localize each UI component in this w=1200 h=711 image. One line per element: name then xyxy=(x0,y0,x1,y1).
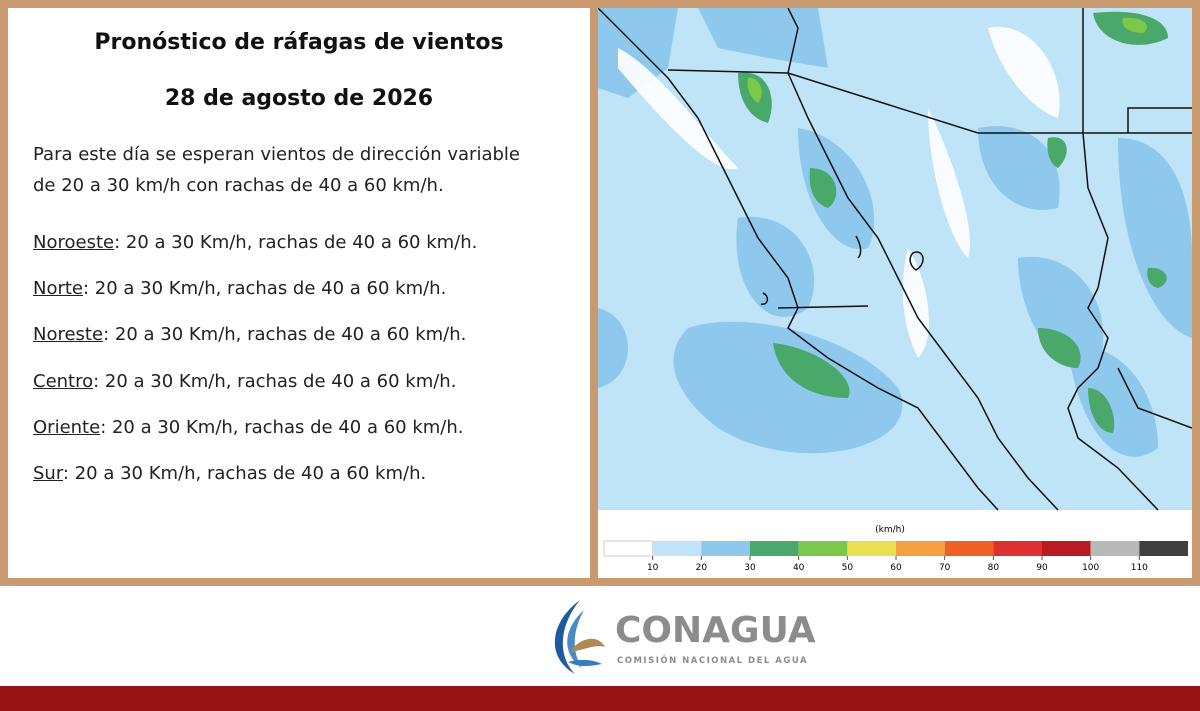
legend-swatch xyxy=(701,541,750,556)
legend-tick-label: 50 xyxy=(842,563,854,573)
legend-swatch xyxy=(798,541,848,556)
legend-swatch xyxy=(603,540,654,557)
legend-tick-label: 30 xyxy=(744,563,756,573)
region-text: : 20 a 30 Km/h, rachas de 40 a 60 km/h. xyxy=(103,324,467,346)
legend-swatch xyxy=(750,541,799,556)
legend-tick-label: 40 xyxy=(793,563,805,573)
legend-swatch xyxy=(896,541,945,556)
region-line: Sur: 20 a 30 Km/h, rachas de 40 a 60 km/… xyxy=(33,463,426,484)
title: Pronóstico de ráfagas de vientos xyxy=(94,30,504,55)
legend-swatch xyxy=(993,541,1042,556)
region-line: Centro: 20 a 30 Km/h, rachas de 40 a 60 … xyxy=(33,371,456,392)
legend-swatch xyxy=(1042,541,1091,556)
legend-tick-label: 20 xyxy=(696,563,708,573)
footer-bar xyxy=(0,686,1200,711)
legend-swatch xyxy=(652,541,702,556)
region-text: : 20 a 30 Km/h, rachas de 40 a 60 km/h. xyxy=(83,278,447,300)
region-name: Sur xyxy=(33,463,63,484)
region-name: Norte xyxy=(33,278,84,300)
color-legend: (km/h) 10 20 30 40 50 60 70 80 90 100 110 xyxy=(603,525,1188,573)
legend-tick-label: 80 xyxy=(988,563,1000,573)
legend-tick-label: 10 xyxy=(647,563,659,573)
map-field xyxy=(598,8,1192,457)
legend-swatch xyxy=(1139,541,1188,556)
date: 28 de agosto de 2026 xyxy=(164,86,434,111)
region-line: Noreste: 20 a 30 Km/h, rachas de 40 a 60… xyxy=(33,324,466,345)
logo-subtitle: COMISIÓN NACIONAL DEL AGUA xyxy=(617,654,808,666)
region-name: Oriente xyxy=(33,416,101,438)
map-panel: (km/h) 10 20 30 40 50 60 70 80 90 100 110 xyxy=(597,7,1193,578)
legend-swatch xyxy=(1090,541,1140,556)
intro-line: Para este día se esperan vientos de dire… xyxy=(33,144,520,165)
region-line: Noroeste: 20 a 30 Km/h, rachas de 40 a 6… xyxy=(33,232,477,253)
logo: CONAGUA COMISIÓN NACIONAL DEL AGUA xyxy=(540,592,860,686)
text-panel: Pronóstico de ráfagas de vientos 28 de a… xyxy=(8,8,590,578)
region-name: Noroeste xyxy=(33,232,115,253)
legend-swatch xyxy=(944,541,994,556)
region-text: : 20 a 30 Km/h, rachas de 40 a 60 km/h. xyxy=(114,232,478,253)
logo-mark: CONAGUA COMISIÓN NACIONAL DEL AGUA xyxy=(554,600,816,674)
region-line: Norte: 20 a 30 Km/h, rachas de 40 a 60 k… xyxy=(33,278,446,299)
map-borders xyxy=(597,7,1193,511)
region-line: Oriente: 20 a 30 Km/h, rachas de 40 a 60… xyxy=(33,417,463,438)
intro-line: de 20 a 30 km/h con rachas de 40 a 60 km… xyxy=(33,175,444,196)
legend-tick-label: 90 xyxy=(1036,563,1048,573)
legend-tick-label: 110 xyxy=(1131,563,1148,573)
logo-name: CONAGUA xyxy=(615,610,816,651)
region-name: Noreste xyxy=(33,324,104,346)
region-text: : 20 a 30 Km/h, rachas de 40 a 60 km/h. xyxy=(100,416,464,438)
region-name: Centro xyxy=(33,370,94,392)
legend-tick-label: 100 xyxy=(1082,563,1099,573)
legend-swatch xyxy=(847,541,896,556)
map-gusts-high xyxy=(747,17,1147,103)
legend-tick-label: 60 xyxy=(890,563,902,573)
map: (km/h) 10 20 30 40 50 60 70 80 90 100 110 xyxy=(597,7,1193,573)
legend-tick-label: 70 xyxy=(939,563,951,573)
region-text: : 20 a 30 Km/h, rachas de 40 a 60 km/h. xyxy=(93,370,457,392)
legend-unit: (km/h) xyxy=(875,525,905,535)
region-text: : 20 a 30 Km/h, rachas de 40 a 60 km/h. xyxy=(62,463,427,484)
